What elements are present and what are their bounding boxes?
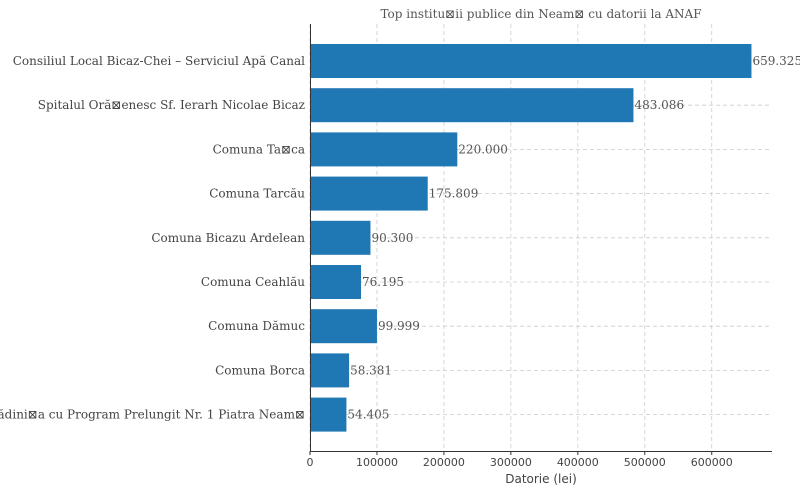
bar (310, 265, 362, 299)
category-labels: Consiliul Local Bicaz-Chei – Serviciul A… (0, 54, 305, 422)
bar (310, 132, 458, 167)
category-label: Comuna Borca (215, 363, 305, 377)
x-tick-label: 400000 (557, 456, 599, 469)
value-label: 54.405 (347, 408, 389, 422)
category-label: Comuna Dămuc (208, 319, 305, 333)
category-label: Comuna Ceahlău (201, 275, 305, 289)
x-axis-label: Datorie (lei) (505, 472, 577, 486)
x-tick-label: 500000 (624, 456, 666, 469)
category-label: Comuna Ta⊠ca (213, 142, 305, 156)
x-tick-label: 100000 (356, 456, 398, 469)
x-tick-label: 200000 (423, 456, 465, 469)
value-label: 90.300 (371, 231, 413, 245)
bar (310, 176, 428, 211)
bar (310, 88, 634, 123)
category-label: Comuna Bicazu Ardelean (151, 231, 305, 245)
x-axis-ticks: 0 100000 200000 300000 400000 500000 600000 (307, 451, 733, 469)
bar (310, 44, 752, 78)
bar (310, 397, 347, 432)
value-label: 76.195 (362, 275, 404, 289)
bar (310, 220, 371, 255)
x-tick-label: 600000 (691, 456, 733, 469)
x-tick-label: 0 (307, 456, 314, 469)
bar (310, 309, 377, 344)
chart-title: Top institu⊠ii publice din Neam⊠ cu dato… (380, 7, 701, 21)
value-labels: 659.325 483.086 220.000 175.809 90.300 76.195… (347, 54, 800, 422)
value-label: 58.381 (350, 363, 392, 377)
value-label: 99.999 (378, 319, 420, 333)
category-label: Comuna Tarcău (209, 187, 305, 201)
category-label: Consiliul Local Bicaz-Chei – Serviciul A… (13, 54, 305, 68)
value-label: 659.325 (752, 54, 800, 68)
category-label: Spitalul Oră⊠enesc Sf. Ierarh Nicolae Bi… (38, 98, 305, 112)
value-label: 483.086 (634, 98, 684, 112)
bars (310, 44, 752, 432)
value-label: 220.000 (458, 142, 508, 156)
x-tick-label: 300000 (490, 456, 532, 469)
bar (310, 353, 350, 388)
value-label: 175.809 (429, 187, 479, 201)
category-label: Grădini⊠a cu Program Prelungit Nr. 1 Pia… (0, 408, 305, 422)
